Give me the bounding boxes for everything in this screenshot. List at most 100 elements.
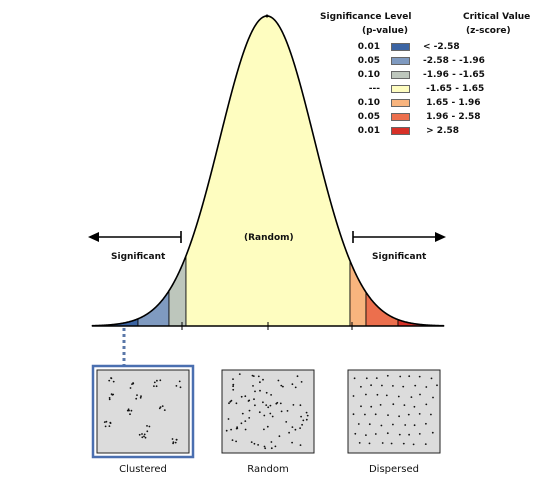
point-dot [264, 447, 267, 450]
point-dot [238, 373, 241, 375]
point-dot [110, 377, 112, 379]
point-dot [244, 428, 247, 431]
point-dot [374, 433, 377, 435]
point-dot [141, 433, 143, 435]
point-dot [129, 413, 131, 416]
point-dot [252, 385, 254, 387]
point-dot [360, 405, 362, 408]
point-dot [374, 413, 377, 416]
point-dot [282, 385, 284, 388]
curve-peak-dot [265, 14, 269, 18]
point-dot [139, 396, 142, 399]
point-dot [432, 396, 434, 399]
point-dot [352, 395, 355, 397]
point-dot [413, 405, 416, 408]
point-dot [136, 394, 138, 396]
point-dot [258, 411, 261, 414]
point-dot [414, 384, 417, 387]
point-dot [430, 377, 433, 380]
point-dot [253, 442, 256, 445]
point-dot [108, 398, 111, 401]
point-dot [300, 381, 303, 383]
random-label: (Random) [244, 233, 294, 243]
clustered-highlight-frame [91, 364, 195, 459]
point-dot [381, 384, 383, 387]
point-dot [301, 423, 303, 426]
point-dot [408, 433, 410, 436]
point-dot [360, 385, 362, 388]
point-dot [153, 381, 156, 384]
point-dot [364, 413, 366, 416]
point-dot [425, 422, 427, 425]
point-dot [129, 387, 132, 389]
legend: Significance Level (p-value) Critical Va… [320, 12, 535, 137]
point-dot [375, 377, 378, 379]
point-dot [279, 402, 282, 405]
point-dot [254, 390, 256, 393]
point-dot [178, 380, 181, 383]
point-dot [294, 428, 297, 431]
point-dot [392, 423, 394, 426]
legend-swatch [391, 113, 410, 121]
point-dot [285, 421, 288, 423]
point-dot [146, 425, 148, 427]
point-dot [380, 424, 383, 427]
point-dot [227, 418, 230, 420]
point-dot [425, 403, 428, 406]
legend-swatch [391, 43, 410, 51]
point-dot [376, 393, 379, 396]
point-dot [269, 404, 272, 407]
left-arrow [88, 231, 182, 243]
point-dot [398, 433, 401, 436]
point-dot [132, 382, 135, 385]
point-dot [352, 413, 355, 416]
point-dot [232, 385, 235, 388]
clustered-dots [103, 377, 182, 445]
point-dot [252, 375, 255, 377]
point-dot [305, 411, 308, 414]
point-dot [127, 408, 130, 411]
point-dot [163, 409, 166, 411]
point-dot [257, 444, 259, 446]
point-dot [271, 415, 274, 418]
point-dot [232, 378, 234, 380]
point-dot [263, 428, 265, 431]
curve-band [349, 260, 367, 327]
point-dot [413, 424, 416, 427]
point-dot [299, 404, 302, 407]
point-dot [280, 384, 283, 387]
point-dot [148, 425, 151, 428]
random-dots [225, 373, 309, 450]
point-dot [265, 391, 268, 394]
point-dot [269, 412, 272, 415]
point-dot [229, 400, 232, 403]
point-dot [370, 405, 373, 408]
point-dot [370, 384, 372, 387]
point-dot [392, 403, 395, 406]
point-dot [174, 441, 177, 444]
point-dot [135, 397, 138, 400]
point-dot [288, 431, 290, 434]
clustered-caption: Clustered [119, 464, 167, 475]
point-dot [404, 424, 407, 426]
point-dot [153, 385, 155, 387]
point-dot [385, 394, 388, 397]
point-dot [410, 396, 413, 398]
point-dot [175, 438, 178, 441]
point-dot [368, 423, 371, 426]
point-dot [357, 423, 360, 425]
point-dot [430, 413, 432, 416]
point-dot [291, 426, 294, 428]
point-dot [109, 421, 112, 424]
point-dot [228, 402, 230, 405]
point-dot [143, 433, 146, 436]
point-dot [358, 442, 361, 444]
point-dot [244, 420, 247, 422]
point-dot [291, 383, 294, 386]
curve-band [365, 290, 399, 327]
legend-swatch [391, 71, 410, 79]
point-dot [171, 438, 174, 440]
point-dot [418, 433, 421, 435]
point-dot [419, 393, 421, 396]
legend-header-p-line2: (p-value) [362, 26, 408, 36]
